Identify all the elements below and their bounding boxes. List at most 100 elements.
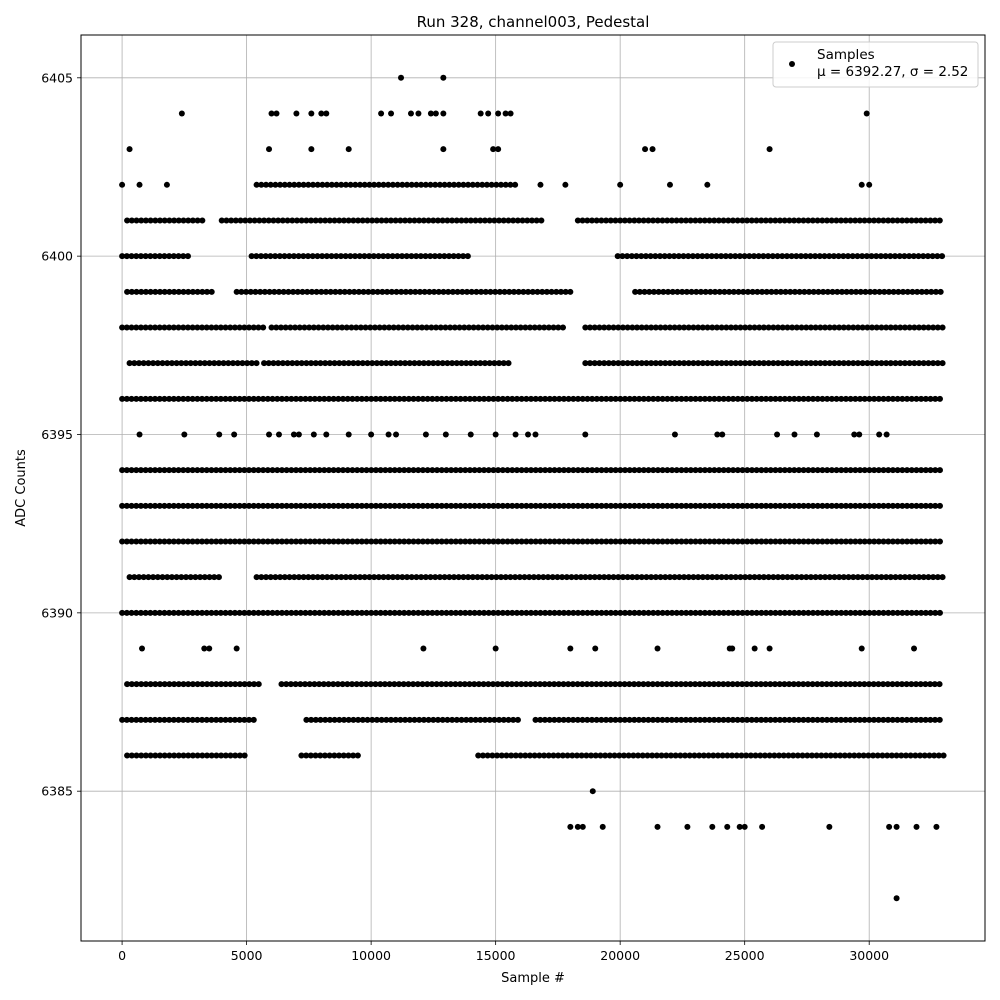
sample-point	[345, 431, 352, 438]
sample-point	[856, 431, 863, 438]
sample-point	[532, 431, 539, 438]
sample-point	[858, 645, 865, 652]
sample-point	[318, 110, 325, 117]
sample-point	[863, 110, 870, 117]
sample-point	[201, 645, 208, 652]
sample-point	[654, 645, 661, 652]
sample-point	[136, 431, 143, 438]
sample-point	[562, 181, 569, 188]
sample-point	[911, 645, 918, 652]
sample-point	[741, 823, 748, 830]
sample-point	[231, 431, 238, 438]
sample-point	[393, 431, 400, 438]
legend-marker	[789, 61, 795, 67]
sample-point	[791, 431, 798, 438]
sample-point	[719, 431, 726, 438]
x-tick-label: 15000	[476, 948, 516, 963]
sample-point	[427, 110, 434, 117]
sample-point	[774, 431, 781, 438]
sample-point	[323, 431, 330, 438]
sample-point	[684, 823, 691, 830]
x-tick-label: 30000	[849, 948, 889, 963]
sample-point	[323, 110, 330, 117]
sample-point	[724, 823, 731, 830]
sample-point	[866, 181, 873, 188]
sample-point	[308, 110, 315, 117]
sample-point	[592, 645, 599, 652]
sample-point	[477, 110, 484, 117]
sample-point	[704, 181, 711, 188]
sample-point	[490, 146, 497, 153]
sample-point	[933, 823, 940, 830]
sample-point	[492, 645, 499, 652]
sample-points	[119, 74, 947, 902]
sample-point	[567, 823, 574, 830]
x-axis-label: Sample #	[501, 971, 565, 986]
sample-point	[126, 146, 133, 153]
sample-point	[599, 823, 606, 830]
sample-point	[709, 823, 716, 830]
sample-point	[440, 146, 447, 153]
sample-point	[876, 431, 883, 438]
sample-point	[492, 431, 499, 438]
sample-point	[181, 431, 188, 438]
sample-point	[813, 431, 820, 438]
sample-point	[273, 110, 280, 117]
sample-point	[308, 146, 315, 153]
sample-point	[883, 431, 890, 438]
sample-point	[666, 181, 673, 188]
sample-point	[714, 431, 721, 438]
sample-point	[268, 110, 275, 117]
y-axis-label: ADC Counts	[14, 449, 29, 527]
sample-point	[893, 895, 900, 902]
sample-point	[495, 110, 502, 117]
y-tick-label: 6400	[41, 249, 73, 264]
sample-point	[467, 431, 474, 438]
sample-point	[415, 110, 422, 117]
sample-point	[178, 110, 185, 117]
sample-point	[851, 431, 858, 438]
sample-point	[507, 110, 514, 117]
sample-point	[589, 788, 596, 795]
sample-point	[266, 431, 273, 438]
x-tick-label: 10000	[351, 948, 391, 963]
plot-area-background	[81, 35, 985, 941]
chart-title: Run 328, channel003, Pedestal	[417, 13, 650, 31]
sample-point	[525, 431, 532, 438]
sample-point	[119, 181, 126, 188]
sample-point	[537, 181, 544, 188]
sample-point	[385, 431, 392, 438]
sample-point	[766, 146, 773, 153]
sample-point	[275, 431, 282, 438]
sample-point	[502, 110, 509, 117]
sample-point	[139, 645, 146, 652]
sample-point	[512, 431, 519, 438]
sample-point	[422, 431, 429, 438]
x-tick-label: 0	[118, 948, 126, 963]
sample-point	[290, 431, 297, 438]
x-tick-label: 5000	[231, 948, 263, 963]
sample-point	[858, 181, 865, 188]
sample-point	[567, 645, 574, 652]
sample-point	[495, 146, 502, 153]
y-tick-label: 6390	[41, 605, 73, 620]
sample-point	[826, 823, 833, 830]
sample-point	[233, 645, 240, 652]
sample-point	[136, 181, 143, 188]
legend: Samples μ = 6392.27, σ = 2.52	[772, 41, 979, 88]
y-tick-label: 6405	[41, 70, 73, 85]
sample-point	[432, 110, 439, 117]
sample-point	[574, 823, 581, 830]
sample-point	[206, 645, 213, 652]
sample-point	[345, 146, 352, 153]
sample-point	[310, 431, 317, 438]
sample-point	[368, 431, 375, 438]
sample-point	[671, 431, 678, 438]
sample-point	[442, 431, 449, 438]
sample-point	[579, 823, 586, 830]
sample-point	[378, 110, 385, 117]
axis-ticks: 0 5000 10000 15000 20000 25000 30000 6385 6390 63…	[41, 70, 889, 963]
legend-box	[772, 41, 979, 88]
sample-point	[913, 823, 920, 830]
